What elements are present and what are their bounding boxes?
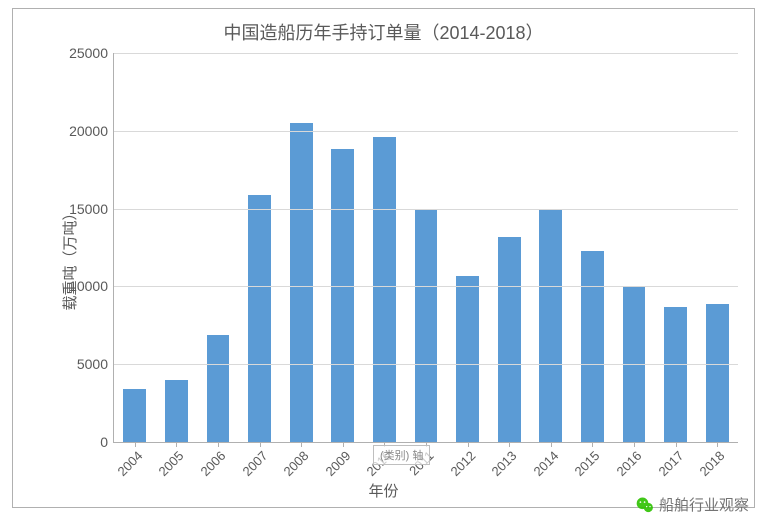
bar-slot: 2009	[322, 53, 364, 442]
bar-slot: 2017	[655, 53, 697, 442]
x-tick-label: 2016	[614, 448, 645, 479]
x-tick-label: 2017	[655, 448, 686, 479]
bar	[123, 389, 146, 442]
bar-slot: 2013	[488, 53, 530, 442]
plot-area: 2004200520062007200820092010201120122013…	[113, 53, 738, 443]
bar	[290, 123, 313, 442]
x-tick-mark	[717, 442, 718, 447]
x-tick-mark	[135, 442, 136, 447]
x-tick-label: 2005	[156, 448, 187, 479]
x-tick-mark	[176, 442, 177, 447]
y-tick-label: 25000	[56, 45, 108, 61]
x-tick-mark	[676, 442, 677, 447]
chart-frame: 中国造船历年手持订单量（2014-2018） 载重吨（万吨） 年份 200420…	[12, 8, 755, 508]
bar	[539, 210, 562, 442]
watermark: 船舶行业观察	[635, 494, 749, 515]
bar	[664, 307, 687, 442]
bar-slot: 2005	[156, 53, 198, 442]
bar-slot: 2014	[530, 53, 572, 442]
bar-slot: 2004	[114, 53, 156, 442]
x-tick-label: 2006	[198, 448, 229, 479]
bar	[706, 304, 729, 442]
chart-title: 中国造船历年手持订单量（2014-2018）	[13, 19, 754, 45]
watermark-text: 船舶行业观察	[659, 494, 749, 515]
x-tick-mark	[260, 442, 261, 447]
x-tick-label: 2007	[239, 448, 270, 479]
bar	[248, 195, 271, 442]
bar-slot: 2007	[239, 53, 281, 442]
bar-slot: 2006	[197, 53, 239, 442]
bar-slot: 2012	[447, 53, 489, 442]
axis-hint-text: (类别) 轴	[380, 447, 423, 463]
bar-slot: 2018	[696, 53, 738, 442]
bar	[498, 237, 521, 442]
grid-line	[114, 53, 738, 54]
bar-slot: 2010	[364, 53, 406, 442]
x-tick-mark	[592, 442, 593, 447]
x-tick-label: 2018	[697, 448, 728, 479]
x-tick-mark	[509, 442, 510, 447]
y-tick-label: 20000	[56, 123, 108, 139]
x-tick-mark	[343, 442, 344, 447]
bar	[456, 276, 479, 442]
x-tick-mark	[301, 442, 302, 447]
grid-line	[114, 131, 738, 132]
x-tick-label: 2014	[530, 448, 561, 479]
grid-line	[114, 364, 738, 365]
x-tick-label: 2013	[489, 448, 520, 479]
axis-hint-box: (类别) 轴	[373, 445, 430, 465]
bar-slot: 2008	[280, 53, 322, 442]
bar-slot: 2016	[613, 53, 655, 442]
x-tick-mark	[634, 442, 635, 447]
y-tick-label: 0	[56, 434, 108, 450]
bars-container: 2004200520062007200820092010201120122013…	[114, 53, 738, 442]
bar-slot: 2011	[405, 53, 447, 442]
x-tick-mark	[468, 442, 469, 447]
y-tick-label: 10000	[56, 278, 108, 294]
bar	[331, 149, 354, 442]
bar	[415, 209, 438, 442]
x-tick-label: 2012	[447, 448, 478, 479]
bar	[373, 137, 396, 442]
x-tick-label: 2009	[322, 448, 353, 479]
x-tick-label: 2004	[114, 448, 145, 479]
x-tick-label: 2015	[572, 448, 603, 479]
y-axis-label: 载重吨（万吨）	[59, 205, 80, 310]
bar	[581, 251, 604, 442]
x-tick-mark	[218, 442, 219, 447]
y-tick-label: 5000	[56, 356, 108, 372]
grid-line	[114, 286, 738, 287]
grid-line	[114, 209, 738, 210]
x-tick-label: 2008	[281, 448, 312, 479]
x-tick-mark	[551, 442, 552, 447]
wechat-icon	[635, 495, 655, 515]
bar	[207, 335, 230, 442]
bar-slot: 2015	[572, 53, 614, 442]
y-tick-label: 15000	[56, 201, 108, 217]
bar	[165, 380, 188, 442]
